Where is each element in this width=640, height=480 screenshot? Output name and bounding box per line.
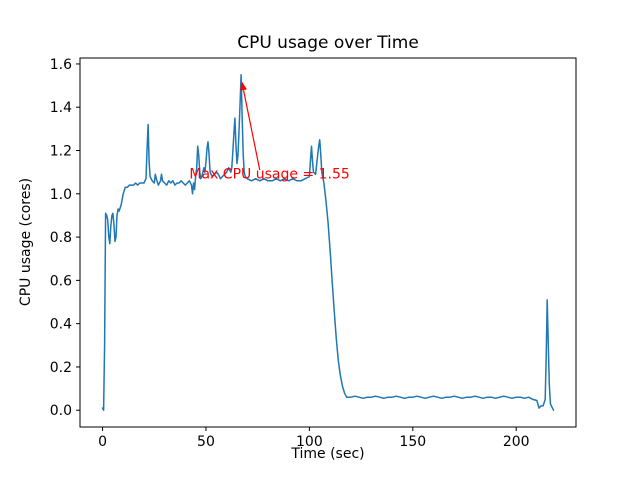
y-tick-label: 0.6 <box>50 273 72 289</box>
y-tick-label: 0.8 <box>50 230 72 246</box>
y-tick-label: 0.2 <box>50 360 72 376</box>
y-tick-label: 1.2 <box>50 144 72 160</box>
annotation-text: Max CPU usage = 1.55 <box>189 167 349 183</box>
axes-frame <box>79 57 577 428</box>
y-tick-label: 0.4 <box>50 317 72 333</box>
chart-title: CPU usage over Time <box>237 33 419 53</box>
y-tick-label: 1.6 <box>50 57 72 73</box>
x-tick-label: 50 <box>197 434 215 450</box>
annotation-arrow <box>242 89 261 171</box>
y-tick-label: 1.4 <box>50 100 72 116</box>
x-tick-label: 150 <box>399 434 426 450</box>
x-axis-label: Time (sec) <box>291 446 365 462</box>
annotation-arrowhead <box>240 81 247 91</box>
cpu-usage-line <box>101 74 555 411</box>
x-tick-label: 100 <box>296 434 323 450</box>
y-tick-label: 1.0 <box>50 187 72 203</box>
x-tick-label: 0 <box>98 434 107 450</box>
x-tick-label: 200 <box>503 434 530 450</box>
y-tick-label: 0.0 <box>50 403 72 419</box>
